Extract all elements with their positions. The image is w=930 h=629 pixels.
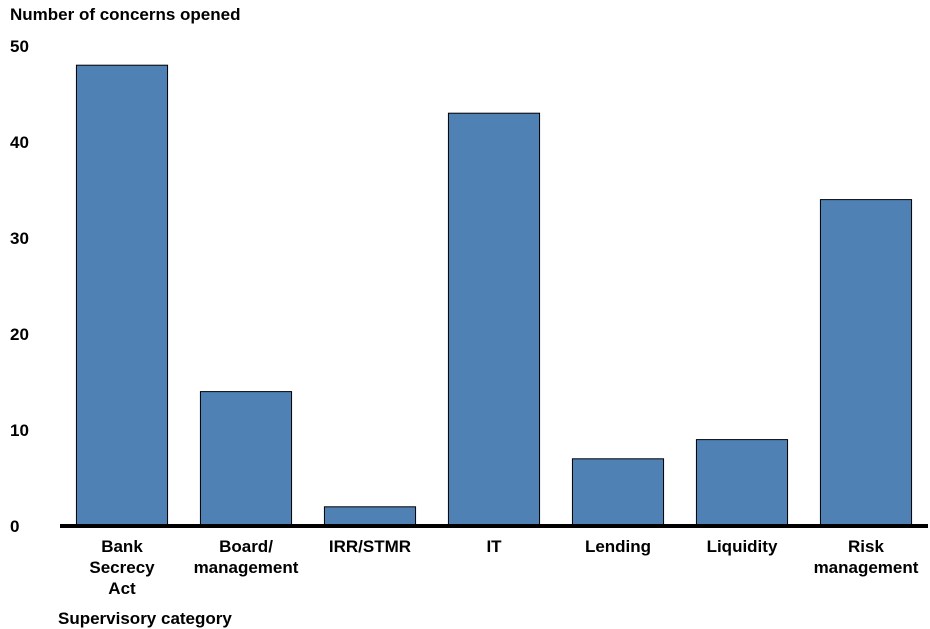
x-category-label: IRR/STMR xyxy=(329,537,411,556)
y-tick-label: 20 xyxy=(10,325,29,344)
y-tick-label: 10 xyxy=(10,421,29,440)
x-category-label: Bank Secrecy Act xyxy=(89,537,155,598)
y-tick-label: 40 xyxy=(10,133,29,152)
y-tick-label: 30 xyxy=(10,229,29,248)
bar xyxy=(695,439,789,527)
y-axis-ticks: 0 10 20 30 40 50 xyxy=(10,37,29,536)
bar xyxy=(199,391,293,527)
y-axis-title: Number of concerns opened xyxy=(10,5,240,24)
x-category-label: Liquidity xyxy=(707,537,778,556)
bar xyxy=(819,199,913,527)
x-category-label: Lending xyxy=(585,537,651,556)
x-category-label: Risk management xyxy=(814,537,919,577)
x-axis-title: Supervisory category xyxy=(58,609,232,628)
y-tick-label: 0 xyxy=(10,517,19,536)
bar xyxy=(447,112,541,527)
x-category-label: Board/management xyxy=(194,537,299,577)
bar xyxy=(75,64,169,527)
bar xyxy=(571,458,665,527)
x-axis-categories: Bank Secrecy Act Board/management IRR/STMR IT… xyxy=(89,537,918,598)
x-category-label: IT xyxy=(486,537,502,556)
bars xyxy=(75,64,913,527)
y-tick-label: 50 xyxy=(10,37,29,56)
bar xyxy=(323,506,417,527)
